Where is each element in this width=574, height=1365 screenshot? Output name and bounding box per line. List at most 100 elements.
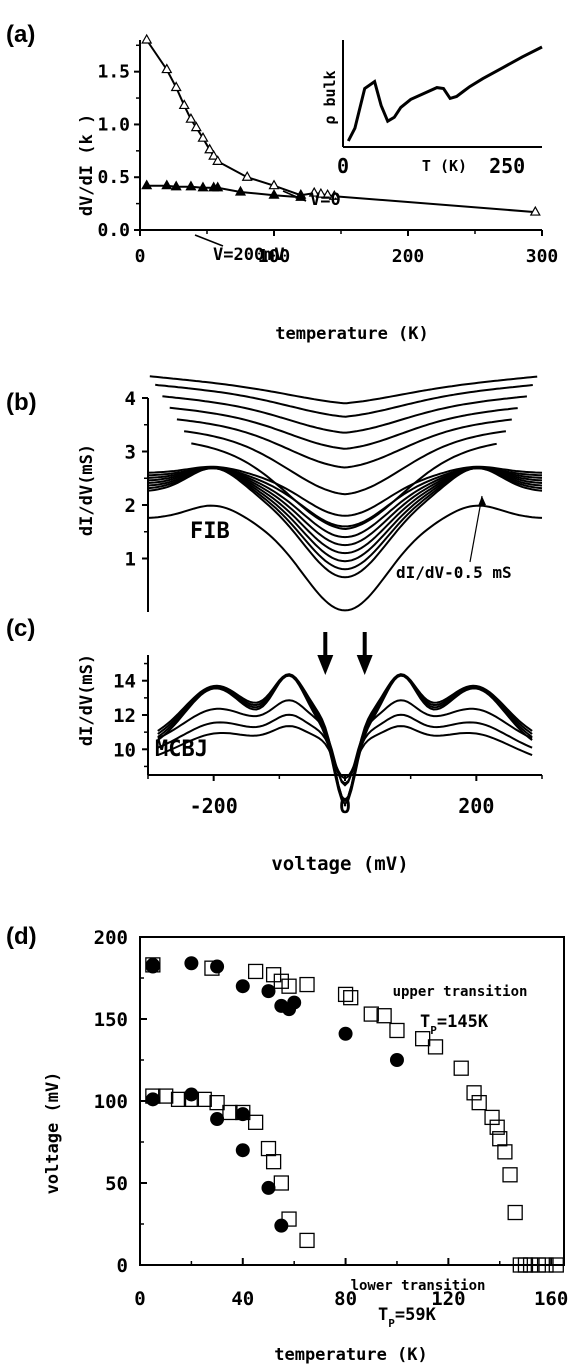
panel-b-ylabel: dI/dV(mS) [77, 444, 97, 536]
panel-a-v0-pointer [282, 190, 307, 202]
panel-c-y-tick-label: 14 [113, 671, 136, 693]
panel-d-open-square [196, 1091, 212, 1108]
panel-c-xlabel: voltage (mV) [271, 853, 408, 875]
panel-c-spectrum [157, 713, 533, 785]
panel-a-series-line [146, 184, 301, 199]
panel-d-open-square [507, 1204, 523, 1221]
panel-a-v0-label: V=0 [310, 190, 341, 210]
panel-d-open-square [415, 1031, 431, 1047]
panel-a-x-tick-label: 0 [135, 246, 146, 267]
panel-b-spectrum [169, 406, 518, 450]
lower-transition-tp: TP=59K [378, 1305, 437, 1330]
panel-d-filled-circle [210, 1112, 225, 1127]
panel-a-triangle-marker [141, 33, 153, 44]
panel-d-y-tick-label: 50 [105, 1173, 128, 1195]
panel-a-triangle-marker [185, 112, 197, 123]
panel-d-filled-circle [235, 979, 250, 994]
panel-d-y-tick-label: 0 [117, 1255, 128, 1277]
panel-d-open-square [222, 1104, 238, 1121]
panel-d-filled-circle [261, 1180, 276, 1195]
panel-a-triangle-marker [197, 181, 209, 192]
panel-d-filled-circle [235, 1143, 250, 1158]
panel-d-filled-circle [184, 1087, 199, 1102]
panel-c-spectrum [157, 674, 533, 803]
panel-c-y-tick-label: 10 [113, 739, 136, 761]
panel-a-triangle-marker [190, 121, 202, 132]
panel-a-triangle-marker [170, 81, 182, 92]
panel-d-filled-circle [184, 956, 199, 971]
panel-a-triangle-marker [241, 170, 253, 181]
panel-a-triangle-marker [141, 179, 153, 190]
panel-d-open-square [299, 976, 315, 993]
panel-a-triangle-marker [315, 187, 327, 198]
panel-b-spectrum [147, 465, 543, 517]
panel-c-spectrum [157, 673, 533, 803]
panel-a-y-tick-label: 0.5 [97, 167, 130, 188]
lower-transition-label: lower transition [351, 1278, 486, 1294]
panel-d-open-square [145, 1088, 161, 1104]
panel-d-filled-circle [145, 1092, 160, 1107]
panel-d-open-square [260, 1140, 277, 1157]
panel-d-open-square [343, 990, 359, 1006]
panel-a-y-tick-label: 0.0 [97, 220, 130, 241]
panel-d-open-square [204, 960, 220, 976]
panel-a-triangle-marker [529, 205, 541, 216]
panel-c-x-tick-label: 200 [458, 794, 494, 818]
panel-c-spectrum [157, 673, 533, 803]
panel-d-x-tick-label: 160 [534, 1288, 568, 1310]
panel-a-triangle-marker [178, 99, 190, 110]
panel-c-spectrum [157, 725, 533, 780]
panel-a-x-tick-label: 200 [392, 246, 425, 267]
panel-d-y-tick-label: 150 [94, 1009, 128, 1031]
panel-d-open-square [471, 1094, 487, 1111]
panel-a: (a) 0 100 200 300 0.0 0.5 1.0 1.5 0 250 T (K) ρ bu… [6, 21, 558, 344]
panel-a-triangle-marker [204, 143, 216, 154]
panel-b-spectrum [155, 383, 533, 418]
panel-a-triangle-marker [308, 186, 320, 197]
panel-d-open-square [427, 1039, 444, 1055]
panel-d-y-tick-label: 100 [94, 1091, 128, 1113]
panel-d-open-square [281, 978, 297, 994]
panel-d-x-tick-label: 120 [431, 1288, 465, 1310]
panel-b: (b) 1 2 3 4 FIB dI/dV-0.5 mS dI/dV(mS) [6, 375, 543, 612]
inset-x-tick-label: 0 [337, 154, 349, 178]
panel-d-open-square [492, 1131, 508, 1147]
panel-d-open-square [281, 1211, 297, 1227]
panel-a-triangle-marker [234, 185, 247, 196]
panel-d-open-square [247, 1114, 264, 1130]
inset-background [343, 40, 542, 147]
panel-c-x-tick-label: -200 [190, 794, 238, 818]
panel-d: (d) 0 40 80 120 160 0 50 100 150 200 upper transi… [6, 923, 568, 1365]
panel-a-triangle-marker [197, 131, 209, 142]
panel-d-open-square [273, 1175, 289, 1191]
panel-c-y-tick-label: 12 [113, 705, 136, 727]
panel-d-x-tick-label: 80 [334, 1288, 357, 1310]
panel-b-spectrum [176, 418, 512, 469]
panel-d-open-square [170, 1091, 187, 1108]
panel-a-triangle-marker [185, 180, 197, 191]
panel-d-x-tick-label: 0 [134, 1288, 145, 1310]
panel-a-triangle-marker [161, 63, 173, 74]
upper-transition-label: upper transition [393, 984, 528, 1000]
panel-d-filled-circle [261, 984, 276, 999]
inset-resistivity-curve [346, 45, 543, 142]
panel-d-open-square [158, 1088, 174, 1104]
panel-d-open-square [273, 973, 289, 989]
panel-c-letter: (c) [6, 615, 35, 642]
panel-a-ylabel: dV/dI (k ) [77, 114, 97, 216]
panel-b-spectrum [147, 467, 543, 563]
panel-d-open-square [389, 1022, 405, 1039]
panel-d-open-square [530, 1257, 546, 1273]
panel-d-open-square [363, 1006, 379, 1022]
panel-b-annotation-arrowhead [478, 496, 486, 506]
panel-a-triangle-marker [170, 180, 182, 191]
panel-d-open-square [183, 1091, 200, 1108]
panel-d-filled-circle [338, 1026, 353, 1041]
inset-ylabel: ρ bulk [321, 70, 339, 124]
panel-d-ylabel: voltage (mV) [43, 1072, 63, 1195]
panel-a-triangle-marker [268, 188, 280, 199]
panel-b-fib-label: FIB [190, 519, 230, 544]
panel-d-open-square [337, 986, 354, 1003]
panel-d-xlabel: temperature (K) [274, 1345, 428, 1365]
